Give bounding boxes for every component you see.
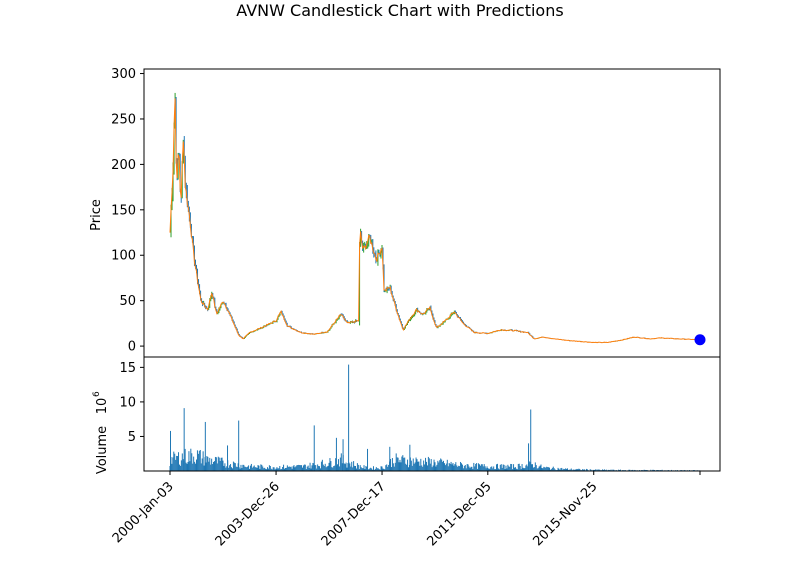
prediction-point [694,334,706,346]
volume-tick-label: 10 [119,395,136,410]
volume-tick-label: 5 [128,430,136,445]
price-axis-label: Price [89,199,104,231]
volume-axis-exponent-base: 10 [95,398,110,415]
volume-panel: 5 10 15 Volume 10 6 [92,356,721,474]
chart-title: AVNW Candlestick Chart with Predictions [236,1,563,20]
volume-tick-label: 15 [119,361,136,376]
price-tick-label: 50 [119,294,136,309]
price-tick-label: 150 [111,203,136,218]
volume-axis-exponent-power: 6 [92,391,102,397]
price-tick-label: 200 [111,158,136,173]
price-tick-label: 0 [128,340,136,355]
volume-axis-label: Volume [95,426,110,474]
price-panel: 0 50 100 150 200 250 300 Price [89,67,721,358]
volume-panel-frame [143,356,721,472]
price-tick-label: 250 [111,112,136,127]
price-tick-label: 300 [111,67,136,82]
prediction-line [169,98,700,344]
price-tick-label: 100 [111,249,136,264]
